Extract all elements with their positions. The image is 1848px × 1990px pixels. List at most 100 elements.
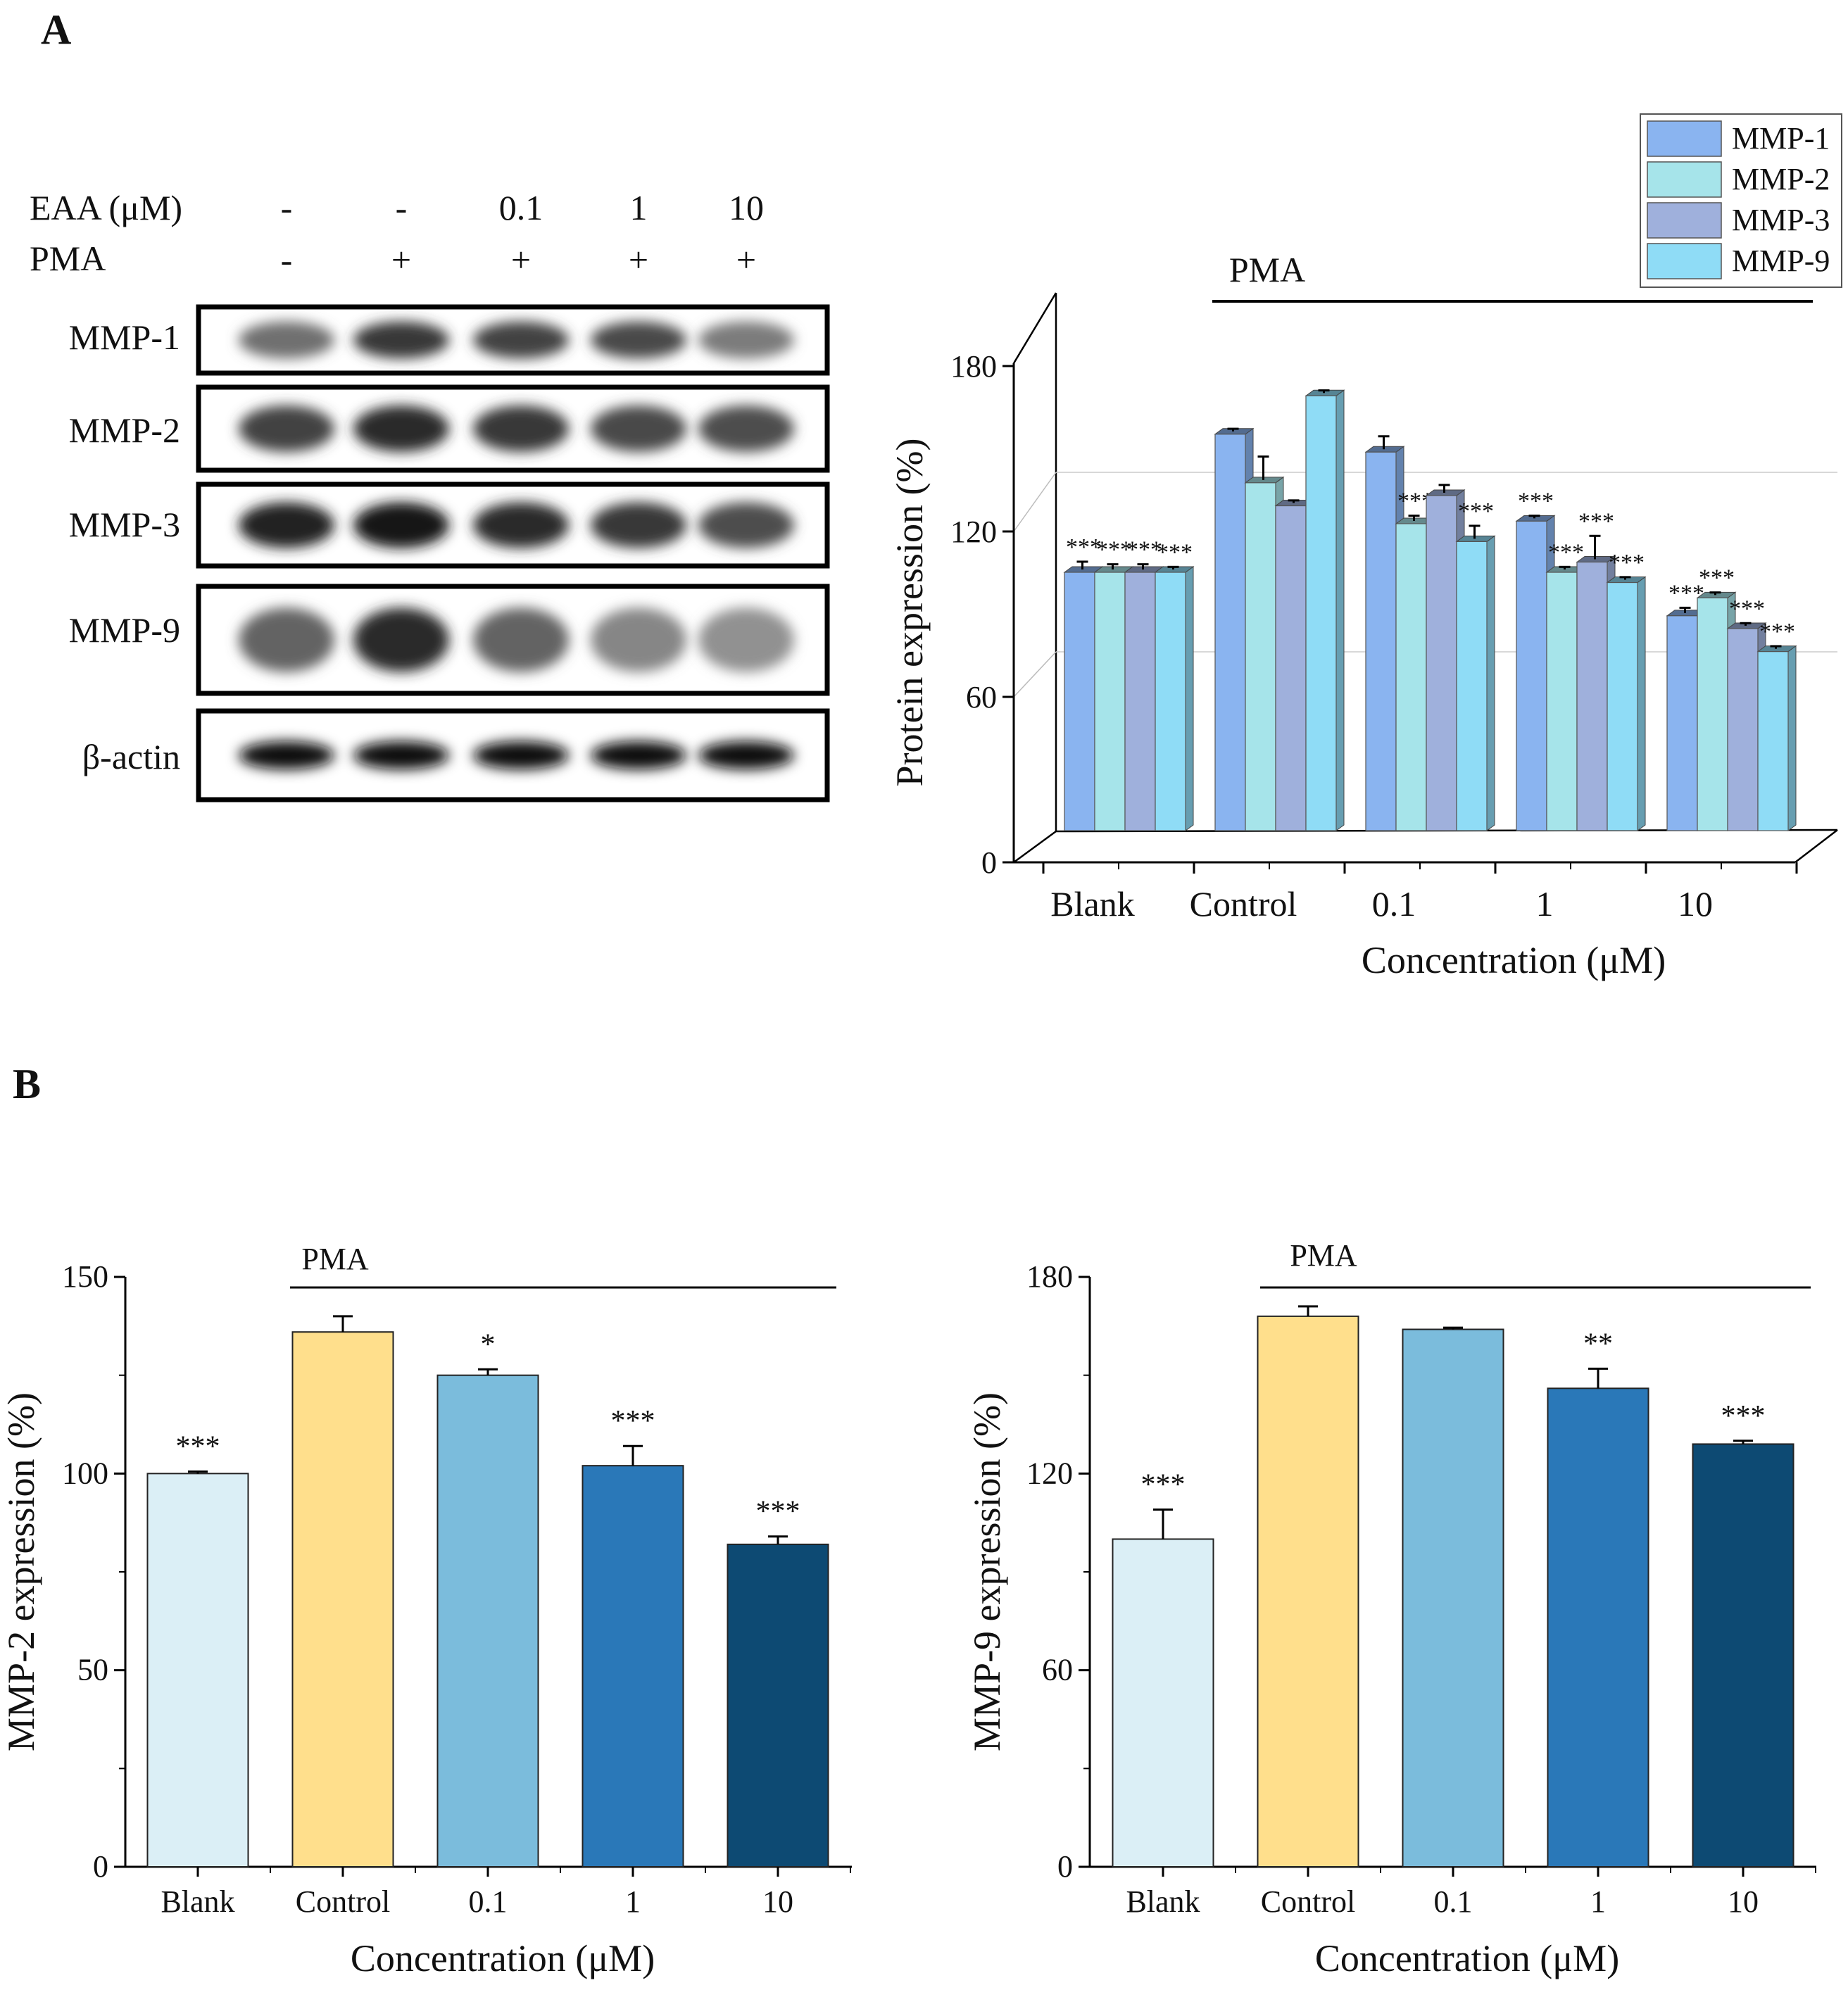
bar-mmp-9 bbox=[1155, 572, 1186, 831]
blot-band bbox=[239, 502, 334, 548]
x-tick-label: Blank bbox=[1050, 884, 1134, 924]
bar-side bbox=[1486, 535, 1495, 831]
x-tick-label: 10 bbox=[1678, 884, 1713, 924]
bar-mmp-3 bbox=[1576, 561, 1608, 831]
bar-side bbox=[1185, 566, 1194, 831]
significance-label: *** bbox=[611, 1405, 655, 1437]
blot-band bbox=[353, 502, 449, 548]
protein-label-mmp9: MMP-9 bbox=[69, 610, 180, 650]
significance-label: *** bbox=[176, 1431, 220, 1463]
eaa-value-5: 10 bbox=[729, 188, 764, 227]
eaa-value-1: - bbox=[281, 188, 293, 227]
pma-row-label: PMA bbox=[30, 239, 106, 278]
pma-value-3: + bbox=[511, 240, 531, 279]
y-tick-label: 180 bbox=[950, 349, 997, 384]
bar-mmp-2 bbox=[1094, 572, 1126, 831]
bar-mmp-3 bbox=[1727, 628, 1759, 831]
protein-label-mmp2: MMP-2 bbox=[69, 410, 180, 450]
x-tick-label: 0.1 bbox=[1372, 884, 1416, 924]
y-tick-label: 150 bbox=[62, 1259, 108, 1294]
blot-band bbox=[591, 321, 686, 359]
protein-label-actin: β-actin bbox=[82, 737, 180, 776]
pma-bracket-label: PMA bbox=[1229, 250, 1305, 289]
y-axis-title: Protein expression (%) bbox=[888, 439, 931, 787]
significance-label: *** bbox=[1141, 1469, 1186, 1501]
x-tick-label: 1 bbox=[1536, 884, 1554, 924]
pma-value-5: + bbox=[736, 240, 756, 279]
blot-band bbox=[473, 607, 569, 672]
significance-label: *** bbox=[1729, 596, 1765, 622]
blot-band bbox=[239, 405, 334, 453]
bar-mmp-1 bbox=[1365, 451, 1397, 831]
blot-band bbox=[698, 502, 794, 548]
eaa-value-4: 1 bbox=[630, 188, 648, 227]
pma-value-2: + bbox=[391, 240, 411, 279]
y-axis-title: MMP-9 expression (%) bbox=[966, 1392, 1008, 1751]
blot-band bbox=[698, 321, 794, 359]
eaa-row-label: EAA (μM) bbox=[30, 188, 182, 227]
y-tick-label: 100 bbox=[62, 1456, 108, 1490]
blot-band bbox=[591, 607, 686, 672]
significance-label: *** bbox=[756, 1496, 800, 1528]
bar-mmp-9 bbox=[1757, 651, 1789, 831]
bar-control bbox=[1257, 1315, 1359, 1868]
y-tick-label: 50 bbox=[77, 1653, 108, 1687]
x-tick-label: Control bbox=[296, 1884, 390, 1919]
pma-bracket-label: PMA bbox=[301, 1242, 369, 1276]
chart-mmp2-expression: 0 50 100 150 *** Blank Control * 0.1 *** 1 *** 10 Con… bbox=[0, 1242, 852, 1979]
legend-swatch bbox=[1647, 120, 1722, 157]
back-wall-top-edge bbox=[1012, 292, 1057, 364]
bar-side bbox=[1637, 576, 1646, 831]
legend-label: MMP-9 bbox=[1732, 244, 1830, 278]
bar-mmp-1 bbox=[1666, 615, 1698, 831]
bar-mmp-1 bbox=[1214, 434, 1246, 831]
bar-mmp-1 bbox=[1516, 520, 1547, 831]
bar-10 bbox=[727, 1543, 829, 1868]
significance-label: *** bbox=[1096, 537, 1132, 563]
blot-band bbox=[473, 321, 569, 359]
x-tick-label: 1 bbox=[1590, 1884, 1606, 1919]
gridline-diag bbox=[1013, 472, 1057, 532]
y-tick-label: 60 bbox=[1042, 1653, 1073, 1687]
protein-label-mmp1: MMP-1 bbox=[69, 317, 180, 357]
significance-label: *** bbox=[1721, 1400, 1766, 1432]
blot-band bbox=[698, 741, 794, 770]
significance-label: *** bbox=[1518, 489, 1554, 515]
y-tick-label: 60 bbox=[966, 680, 997, 714]
blot-band bbox=[353, 607, 449, 672]
bar-1 bbox=[1547, 1387, 1649, 1868]
blot-protein-labels: MMP-1 MMP-2 MMP-3 MMP-9 β-actin bbox=[69, 317, 180, 776]
bar-mmp-3 bbox=[1275, 505, 1307, 831]
eaa-value-3: 0.1 bbox=[499, 188, 543, 227]
bar-0-1 bbox=[436, 1374, 539, 1868]
bar-control bbox=[291, 1331, 394, 1868]
significance-label: ** bbox=[1583, 1328, 1613, 1360]
pma-value-4: + bbox=[629, 240, 648, 279]
protein-label-mmp3: MMP-3 bbox=[69, 505, 180, 544]
x-tick-label: 0.1 bbox=[1434, 1884, 1473, 1919]
blot-band bbox=[591, 405, 686, 453]
gridline-diag bbox=[1013, 651, 1057, 698]
bar-mmp-9 bbox=[1305, 395, 1337, 831]
legend-swatch bbox=[1647, 243, 1722, 279]
blot-band bbox=[353, 741, 449, 770]
bar-mmp-2 bbox=[1697, 597, 1728, 831]
significance-label: *** bbox=[1126, 537, 1162, 563]
x-tick-label: 10 bbox=[762, 1884, 793, 1919]
bar-mmp-9 bbox=[1456, 541, 1488, 831]
x-tick-label: 0.1 bbox=[469, 1884, 508, 1919]
bar-blank bbox=[1112, 1538, 1214, 1868]
panel-b-label: B bbox=[13, 1061, 41, 1107]
floor-edge-left bbox=[1013, 830, 1057, 864]
x-tick-label: 1 bbox=[625, 1884, 641, 1919]
y-tick-label: 180 bbox=[1026, 1259, 1073, 1294]
legend-label: MMP-3 bbox=[1732, 203, 1830, 237]
significance-label: *** bbox=[1609, 550, 1645, 576]
bar-side bbox=[1335, 389, 1345, 831]
chart-protein-expression: 0 60 120 180 Blank Control 0.1 1 10 Concentration… bbox=[888, 113, 1842, 981]
x-tick-label: Blank bbox=[1126, 1884, 1200, 1919]
y-axis-title: MMP-2 expression (%) bbox=[0, 1392, 42, 1751]
floor-edge-right bbox=[1794, 829, 1838, 863]
bar-mmp-2 bbox=[1395, 523, 1427, 831]
y-tick-label: 120 bbox=[950, 515, 997, 549]
